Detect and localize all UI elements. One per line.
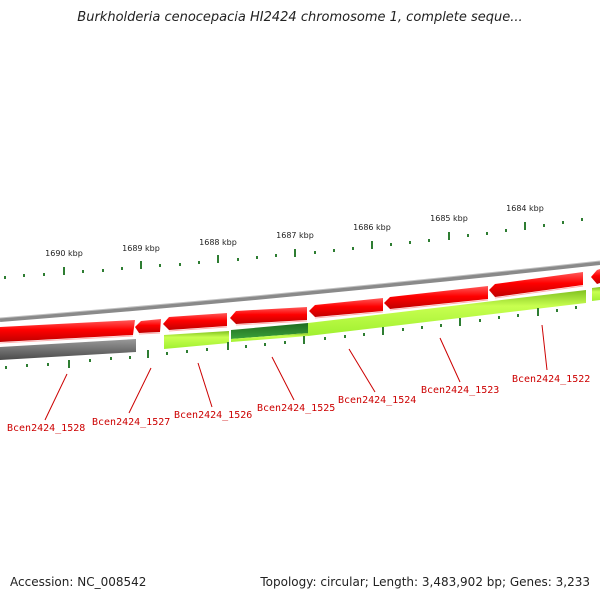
map-title: Burkholderia cenocepacia HI2424 chromoso… [77, 10, 523, 25]
gene-arrow-1526[interactable] [163, 313, 227, 330]
gene-arrow-1525[interactable] [230, 307, 307, 324]
gene-label-1523[interactable]: Bcen2424_1523 [421, 385, 499, 396]
gray-hit [0, 339, 136, 360]
gene-label-1528[interactable]: Bcen2424_1528 [7, 423, 85, 434]
gene-arrow-1528[interactable] [0, 320, 135, 342]
genome-stats-text: Topology: circular; Length: 3,483,902 bp… [260, 575, 590, 589]
accession-text: Accession: NC_008542 [10, 575, 147, 589]
gene-arrow-next[interactable] [591, 269, 600, 284]
kbp-tick-ring [4, 218, 583, 279]
gene-label-1526[interactable]: Bcen2424_1526 [174, 410, 252, 421]
leader-lines [44, 324, 548, 421]
lime-hit [308, 290, 586, 336]
kbp-label: 1688 kbp [199, 238, 237, 247]
kbp-label: 1689 kbp [122, 244, 160, 253]
backbone-ring [0, 261, 600, 322]
gene-arrow-1523[interactable] [384, 286, 488, 309]
lower-tick-ring [5, 306, 577, 369]
kbp-label: 1685 kbp [430, 214, 468, 223]
gene-label-1522[interactable]: Bcen2424_1522 [512, 374, 590, 385]
lime-hit [592, 287, 600, 301]
kbp-label: 1690 kbp [45, 249, 83, 258]
lime-hit [164, 331, 229, 349]
gene-label-1525[interactable]: Bcen2424_1525 [257, 403, 335, 414]
kbp-label: 1684 kbp [506, 204, 544, 213]
gene-arrow-1522[interactable] [489, 272, 583, 297]
kbp-label: 1687 kbp [276, 231, 314, 240]
gene-arrow-1527[interactable] [135, 319, 161, 333]
dark-hit [231, 323, 308, 339]
gene-arrow-1524[interactable] [309, 298, 383, 317]
similarity-track [0, 287, 600, 360]
gene-label-1524[interactable]: Bcen2424_1524 [338, 395, 416, 406]
kbp-label: 1686 kbp [353, 223, 391, 232]
lime-hit [231, 333, 308, 342]
gene-label-1527[interactable]: Bcen2424_1527 [92, 417, 170, 428]
cds-track [0, 269, 600, 342]
